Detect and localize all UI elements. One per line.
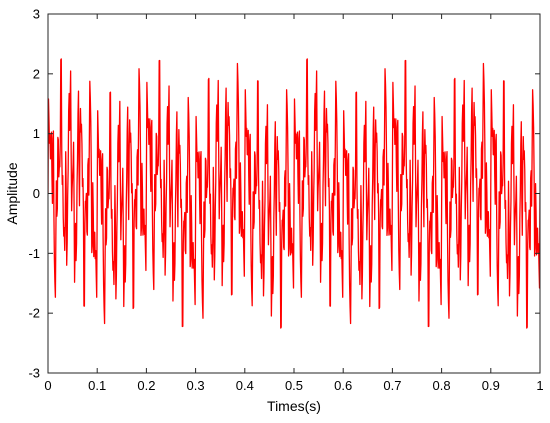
signal-series-line	[48, 58, 540, 329]
y-tick-label: 0	[33, 186, 40, 201]
x-tick-label: 0.4	[236, 378, 254, 393]
y-axis-label: Amplitude	[4, 162, 20, 224]
y-tick-label: -1	[28, 246, 40, 261]
y-tick-label: 3	[33, 7, 40, 22]
x-tick-label: 0.9	[482, 378, 500, 393]
ticks-layer: 0 0.1 0.2 0.3 0.4 0.5 0.6 0.7 0.8 0.9 1 -3 -2 -1 0 1 2 3	[28, 7, 543, 394]
x-tick-label: 0.5	[285, 378, 303, 393]
x-tick-label: 0.2	[137, 378, 155, 393]
y-tick-label: -2	[28, 306, 40, 321]
x-axis-label: Times(s)	[267, 398, 321, 414]
x-tick-label: 1	[536, 378, 543, 393]
x-tick-label: 0.3	[187, 378, 205, 393]
x-tick-label: 0	[44, 378, 51, 393]
y-tick-label: 2	[33, 66, 40, 81]
x-tick-label: 0.8	[433, 378, 451, 393]
y-tick-label: 1	[33, 126, 40, 141]
x-tick-label: 0.6	[334, 378, 352, 393]
x-tick-label: 0.1	[88, 378, 106, 393]
y-tick-label: -3	[28, 366, 40, 381]
x-tick-label: 0.7	[383, 378, 401, 393]
series-layer	[48, 58, 540, 329]
